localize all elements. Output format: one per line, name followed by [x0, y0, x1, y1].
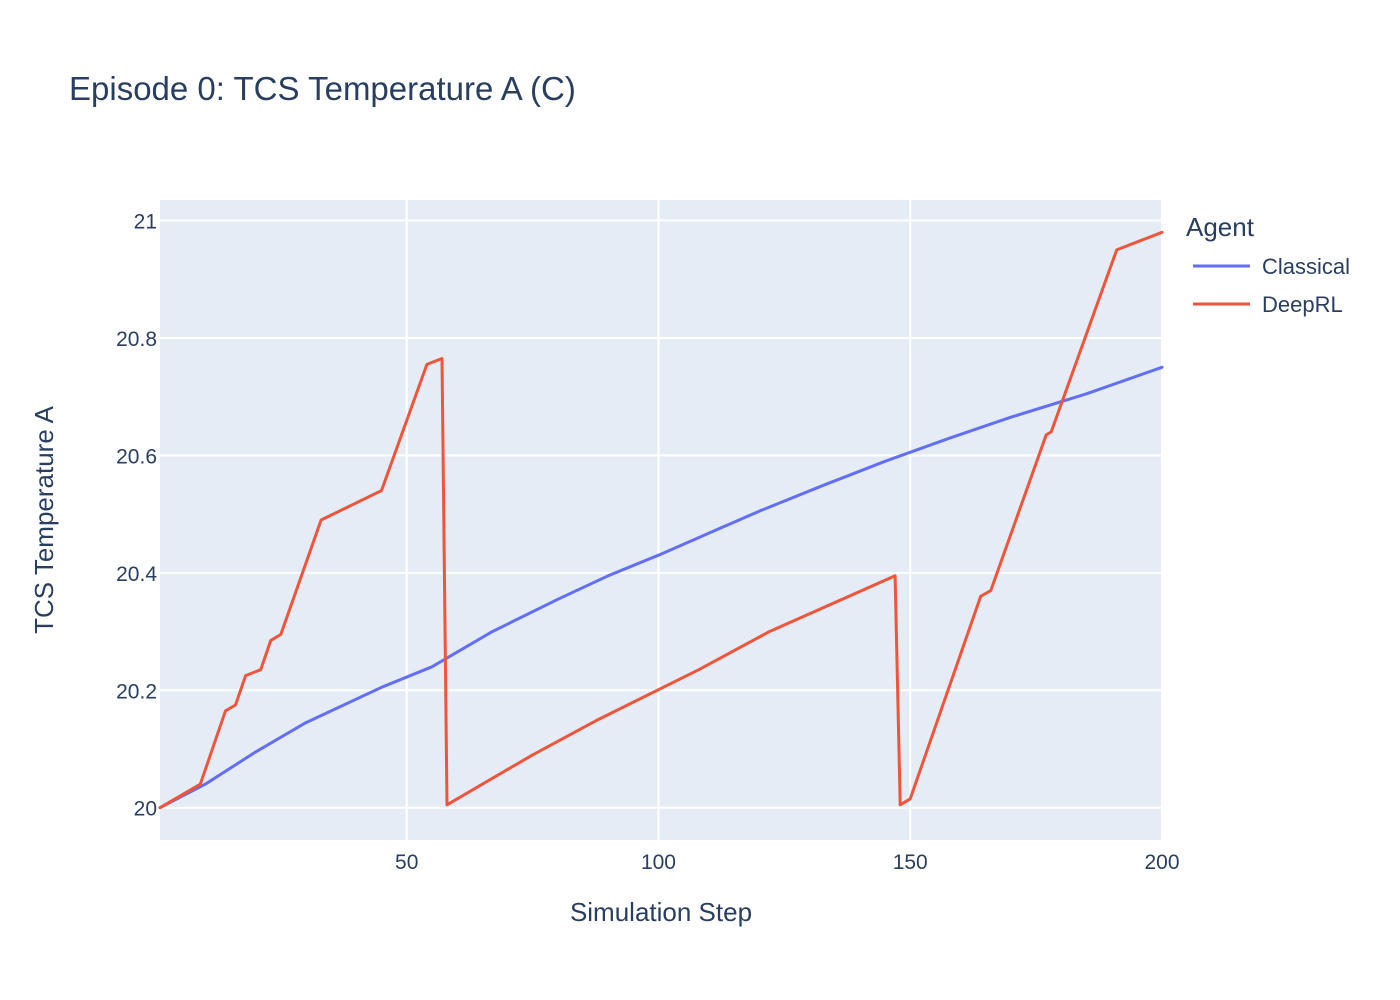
- x-tick-label: 200: [1144, 851, 1179, 874]
- y-tick-label: 20.2: [116, 680, 157, 703]
- x-axis-title: Simulation Step: [570, 897, 752, 927]
- series-line-classical: [158, 365, 1164, 810]
- series-line-deeprl: [158, 230, 1164, 810]
- legend-label: DeepRL: [1262, 292, 1343, 317]
- chart-title: Episode 0: TCS Temperature A (C): [69, 70, 576, 107]
- legend[interactable]: Agent Classical DeepRL: [1186, 212, 1350, 317]
- legend-title: Agent: [1186, 212, 1255, 242]
- legend-item-deeprl[interactable]: DeepRL: [1193, 292, 1343, 317]
- legend-items: Classical DeepRL: [1193, 254, 1350, 317]
- plot-area: [160, 200, 1162, 840]
- y-tick-label: 20.4: [116, 563, 157, 586]
- y-tick-label: 21: [134, 211, 157, 234]
- legend-label: Classical: [1262, 254, 1350, 279]
- y-tick-label: 20.8: [116, 328, 157, 351]
- y-axis-title: TCS Temperature A: [29, 405, 59, 634]
- y-tick-label: 20: [134, 798, 157, 821]
- y-tick-labels: 20 20.2 20.4 20.6 20.8 21: [116, 211, 157, 821]
- x-tick-label: 100: [641, 851, 676, 874]
- series-lines: [158, 230, 1164, 810]
- gridlines: [160, 200, 1163, 840]
- x-tick-labels: 50 100 150 200: [395, 851, 1179, 874]
- x-tick-label: 150: [893, 851, 928, 874]
- x-tick-label: 50: [395, 851, 418, 874]
- y-tick-label: 20.6: [116, 445, 157, 468]
- legend-item-classical[interactable]: Classical: [1193, 254, 1350, 279]
